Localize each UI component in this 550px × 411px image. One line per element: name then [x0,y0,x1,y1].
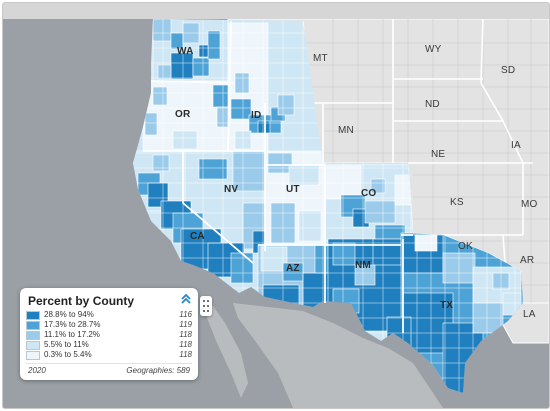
legend-geographies-count: Geographies: 589 [126,366,190,375]
legend-range-label: 0.3% to 5.4% [44,350,92,359]
state-label-ut: UT [286,184,300,195]
state-label-sd: ND [425,99,440,110]
legend-title: Percent by County [28,294,135,308]
legend-count: 118 [179,330,192,339]
state-label-ok: OK [458,241,473,252]
state-label-or: OR [175,109,191,120]
state-label-mo: MO [521,199,538,210]
state-label-wa: WA [177,46,194,57]
state-label-ks: KS [450,197,464,208]
state-label-mt: MT [313,53,328,64]
state-label-id: ID [251,110,261,121]
state-label-nv: NV [224,184,238,195]
legend-divider [26,363,192,364]
state-label-nd: WY [425,44,442,55]
legend-row: 11.1% to 17.2% 118 [26,330,194,340]
legend-row: 17.3% to 28.7% 119 [26,320,194,330]
state-label-wy: MN [338,125,354,136]
legend-year: 2020 [28,366,46,375]
gray-county-grid [303,19,549,303]
legend-swatch [26,321,40,330]
state-label-ca: CA [190,231,205,242]
legend-swatch [26,351,40,360]
legend-range-label: 11.1% to 17.2% [44,330,100,339]
chevron-double-up-icon[interactable] [180,292,192,306]
legend-panel: Percent by County 28.8% to 94% 116 17.3%… [20,288,198,380]
legend-row: 28.8% to 94% 116 [26,310,194,320]
county-patches [133,19,523,393]
legend-row: 0.3% to 5.4% 118 [26,350,194,360]
mexico-land [233,303,443,408]
legend-count: 116 [179,310,192,319]
legend-range-label: 28.8% to 94% [44,310,94,319]
legend-count: 118 [179,340,192,349]
state-label-ne: NE [431,149,445,160]
state-label-nm: NM [355,260,371,271]
state-label-tx: TX [440,300,453,311]
state-label-az: AZ [286,263,300,274]
state-label-ia: IA [511,140,521,151]
drag-handle-icon[interactable] [200,296,212,316]
state-label-mn: SD [501,65,515,76]
legend-row: 5.5% to 11% 118 [26,340,194,350]
legend-range-label: 5.5% to 11% [44,340,89,349]
highlighted-state-borders [143,20,413,333]
state-label-la: LA [523,309,536,320]
legend-count: 118 [179,350,192,359]
baja-peninsula [207,303,248,398]
state-label-co: CO [361,188,376,199]
canada-area [3,3,549,19]
legend-range-label: 17.3% to 28.7% [44,320,101,329]
legend-swatch [26,331,40,340]
legend-count: 119 [179,320,192,329]
state-label-ar: AR [520,255,534,266]
legend-swatch [26,311,40,320]
legend-swatch [26,341,40,350]
